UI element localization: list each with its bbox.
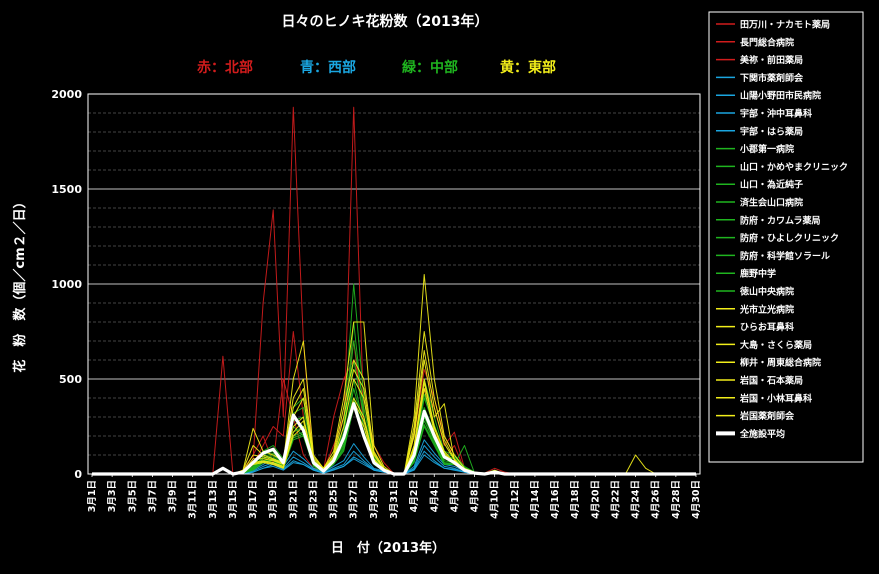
x-tick-label: 3月19日 [268, 480, 279, 519]
chart-title: 日々のヒノキ花粉数（2013年） [282, 13, 489, 30]
legend-entry: 山口・為近純子 [740, 179, 803, 191]
x-tick-label: 3月7日 [147, 480, 158, 512]
x-tick-label: 4月16日 [550, 480, 561, 519]
x-tick-label: 3月5日 [127, 480, 138, 512]
legend-entry: 小郡第一病院 [739, 143, 794, 155]
x-tick-label: 4月4日 [429, 480, 440, 512]
region-label-4: 黄：東部 [500, 59, 556, 76]
x-tick-label: 4月14日 [530, 480, 541, 519]
legend-entry: 済生会山口病院 [740, 197, 803, 209]
legend-entry: 下関市薬剤師会 [740, 72, 804, 84]
legend-entry: 大島・さくら薬局 [740, 339, 812, 351]
legend-entry: 全施設平均 [739, 428, 785, 440]
x-tick-label: 3月17日 [248, 480, 259, 519]
x-tick-label: 3月29日 [369, 480, 380, 519]
region-label-2: 青：西部 [300, 59, 356, 76]
legend-entry: 徳山中央病院 [739, 286, 794, 298]
y-tick-label: 1500 [51, 183, 82, 196]
legend-entry: 防府・カワムラ薬局 [740, 214, 821, 226]
x-tick-label: 3月31日 [389, 480, 400, 519]
legend-entry: 田万川・ナカモト薬局 [740, 19, 830, 31]
legend-entry: 防府・科学館ソラール [740, 250, 830, 262]
x-tick-label: 4月28日 [671, 480, 682, 519]
legend-entry: 山口・かめやまクリニック [740, 161, 848, 173]
legend-entry: 美祢・前田薬局 [740, 54, 803, 66]
legend-entry: 長門総合病院 [740, 36, 794, 48]
y-axis-label: 花 粉 数（個／cm２／日） [12, 195, 28, 372]
legend-entry: 岩国・石本薬局 [739, 375, 803, 387]
y-tick-label: 0 [74, 468, 82, 481]
x-tick-label: 4月6日 [449, 480, 460, 512]
x-tick-label: 4月2日 [409, 480, 420, 512]
x-tick-label: 4月26日 [651, 480, 662, 519]
x-tick-label: 4月12日 [510, 480, 521, 519]
x-tick-label: 4月18日 [570, 480, 581, 519]
grid [88, 112, 700, 456]
x-axis-ticks: 3月1日 3月3日 3月5日 3月7日 3月9日 3月11日 3月13日 3月15日 3月17日… [87, 474, 702, 519]
legend-entry: 山陽小野田市民病院 [740, 90, 821, 102]
x-tick-label: 3月11日 [188, 480, 199, 519]
x-axis-label: 日 付（2013年） [331, 540, 445, 556]
region-label-3: 緑：中部 [402, 59, 458, 76]
legend-entry: 岩国薬剤師会 [739, 410, 795, 422]
x-tick-label: 3月21日 [288, 480, 299, 519]
x-tick-label: 4月24日 [631, 480, 642, 519]
x-tick-label: 4月22日 [610, 480, 621, 519]
x-tick-label: 3月15日 [228, 480, 239, 519]
x-tick-label: 3月27日 [349, 480, 360, 519]
region-key: 赤：北部 青：西部 緑：中部 黄：東部 [197, 59, 556, 76]
region-label-1: 赤：北部 [197, 59, 253, 76]
legend-entry: 宇部・はら薬局 [740, 125, 803, 137]
legend-entry: 光市立光病院 [739, 303, 794, 315]
legend-entry: 鹿野中学 [739, 268, 776, 280]
y-tick-label: 1000 [51, 278, 82, 291]
x-tick-label: 4月10日 [490, 480, 501, 519]
legend: 田万川・ナカモト薬局長門総合病院美祢・前田薬局下関市薬剤師会山陽小野田市民病院宇… [716, 19, 848, 440]
legend-entry: 柳井・周東総合病院 [740, 357, 821, 369]
x-tick-label: 3月13日 [208, 480, 219, 519]
x-tick-label: 4月30日 [691, 480, 702, 519]
legend-entry: ひらお耳鼻科 [740, 321, 794, 333]
x-tick-label: 3月1日 [87, 480, 98, 512]
y-tick-label: 2000 [51, 88, 82, 101]
y-tick-label: 500 [59, 373, 82, 386]
x-tick-label: 3月3日 [107, 480, 118, 512]
y-axis-ticks: 0 500 1000 1500 2000 [51, 88, 82, 481]
x-tick-label: 4月8日 [470, 480, 481, 512]
legend-entry: 防府・ひよしクリニック [740, 232, 839, 244]
legend-entry: 宇部・沖中耳鼻科 [740, 108, 812, 120]
legend-entry: 岩国・小林耳鼻科 [739, 392, 812, 404]
plot-frame [87, 93, 701, 475]
x-tick-label: 4月20日 [590, 480, 601, 519]
x-tick-label: 3月25日 [329, 480, 340, 519]
x-tick-label: 3月9日 [168, 480, 179, 512]
x-tick-label: 3月23日 [308, 480, 319, 519]
